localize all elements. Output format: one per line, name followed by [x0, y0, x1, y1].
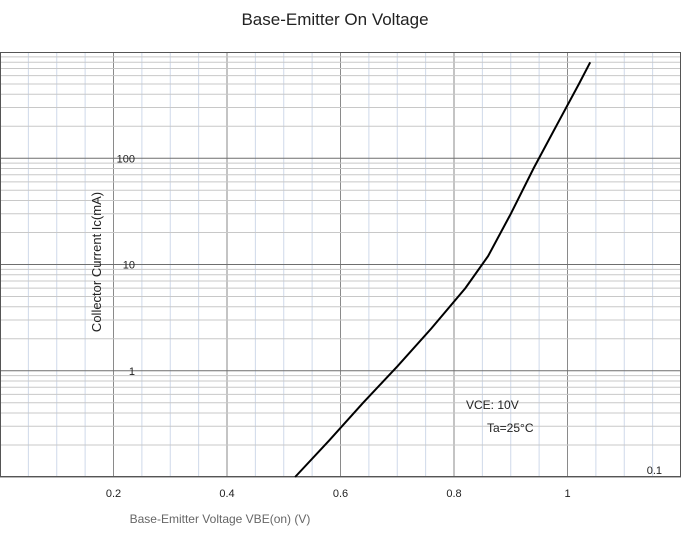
annotation-ta: Ta=25°C [487, 421, 534, 435]
x-tick-label: 0.4 [219, 488, 234, 500]
x-tick-label: 0.6 [333, 488, 348, 500]
x-tick-label: 0.8 [446, 488, 461, 500]
y-tick-label: 1 [129, 366, 135, 378]
x-tick-label: 1 [564, 488, 570, 500]
x-axis-label: Base-Emitter Voltage VBE(on) (V) [130, 512, 311, 526]
y-tick-label: 10 [123, 260, 135, 272]
series-line-0 [294, 61, 592, 478]
y-axis-label: Collector Current Ic(mA) [89, 192, 104, 332]
series-layer [294, 61, 592, 478]
x-tick-labels: 0.2 0.4 0.6 0.8 1 [106, 488, 571, 500]
chart-title: Base-Emitter On Voltage [241, 10, 428, 29]
annotation-vce: VCE: 10V [466, 398, 519, 412]
x-tick-label: 0.2 [106, 488, 121, 500]
grid [0, 52, 681, 478]
y-tick-label: 0.1 [647, 465, 662, 477]
y-tick-label: 100 [117, 153, 135, 165]
y-tick-labels: 100 10 1 0.1 [117, 153, 662, 477]
